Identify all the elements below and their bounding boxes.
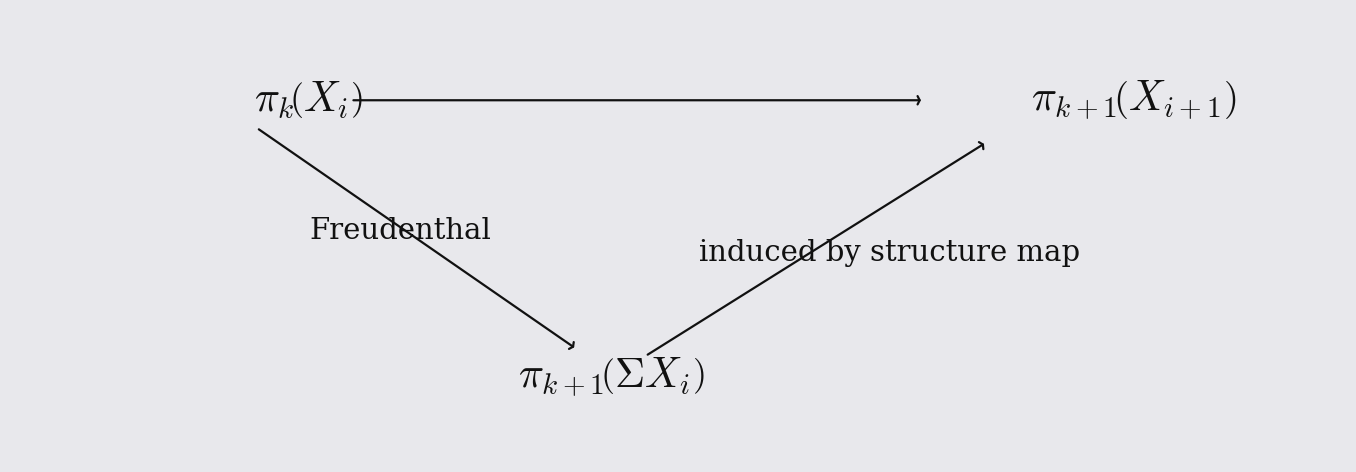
Text: induced by structure map: induced by structure map: [698, 239, 1079, 267]
Text: $\pi_{k+1}\!\left(\Sigma X_i\right)$: $\pi_{k+1}\!\left(\Sigma X_i\right)$: [518, 355, 704, 397]
Text: Freudenthal: Freudenthal: [309, 217, 492, 245]
Text: $\pi_{k+1}\!\left(X_{i+1}\right)$: $\pi_{k+1}\!\left(X_{i+1}\right)$: [1032, 78, 1237, 122]
Text: $\pi_k\!\left(X_i\right)$: $\pi_k\!\left(X_i\right)$: [254, 79, 362, 121]
